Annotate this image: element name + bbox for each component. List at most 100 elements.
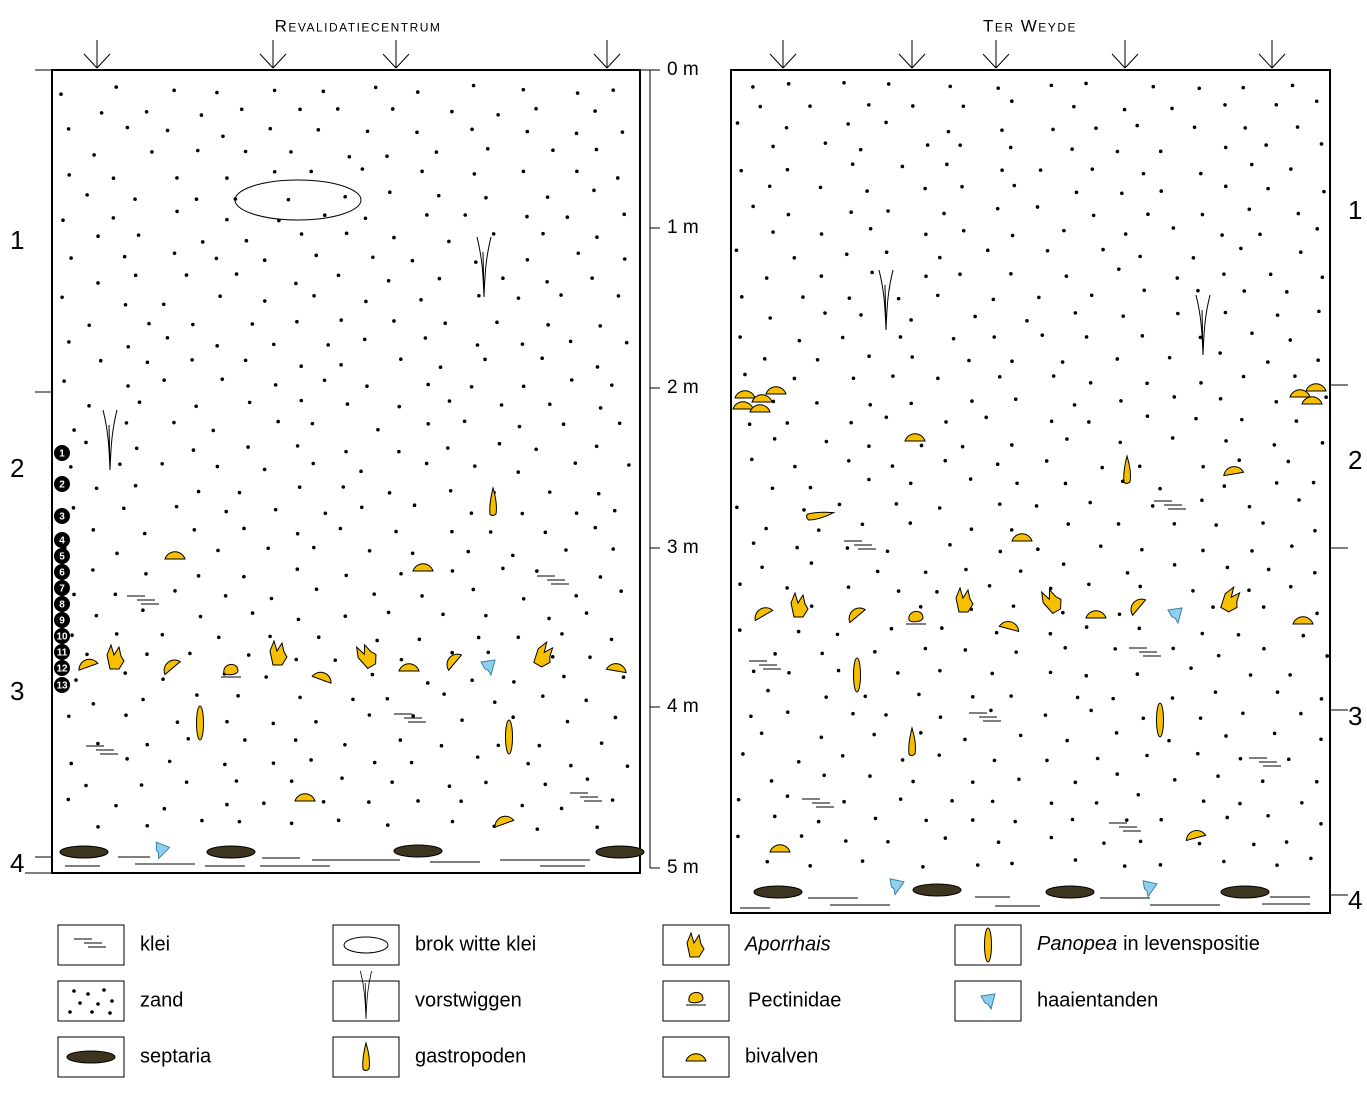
sand-dot bbox=[1320, 697, 1324, 701]
sand-dot bbox=[1070, 147, 1074, 151]
sand-dot bbox=[569, 764, 573, 768]
sand-dot bbox=[522, 597, 526, 601]
sand-dot bbox=[560, 632, 564, 636]
sand-dot bbox=[234, 197, 238, 201]
sand-dot bbox=[192, 448, 196, 452]
sand-dot bbox=[339, 527, 343, 531]
aporrhais bbox=[531, 640, 558, 669]
sand-dot bbox=[84, 784, 88, 788]
sand-dot bbox=[887, 82, 891, 86]
sand-dot bbox=[1123, 864, 1127, 868]
sand-dot bbox=[998, 502, 1002, 506]
sand-dot bbox=[476, 343, 480, 347]
sand-dot bbox=[1011, 234, 1015, 238]
sand-dot bbox=[1266, 360, 1270, 364]
sand-dot bbox=[511, 554, 515, 558]
sand-dot bbox=[493, 700, 497, 704]
sand-dot bbox=[426, 681, 430, 685]
clay-lens bbox=[802, 799, 834, 807]
sand-dot bbox=[849, 421, 853, 425]
sand-dot bbox=[1315, 227, 1319, 231]
legend-label: klei bbox=[140, 933, 170, 955]
sand-dot bbox=[787, 671, 791, 675]
sand-dot bbox=[1243, 126, 1247, 130]
sand-dot bbox=[749, 714, 753, 718]
sand-dot bbox=[599, 406, 603, 410]
section-right: Ter Weyde 1234 bbox=[731, 16, 1362, 914]
shark-tooth bbox=[1139, 879, 1157, 898]
sand-dot bbox=[909, 318, 913, 322]
sand-dot bbox=[820, 652, 824, 656]
sand-dot bbox=[1168, 356, 1172, 360]
sand-dot bbox=[1115, 731, 1119, 735]
sand-dot bbox=[387, 279, 391, 283]
sand-dot bbox=[842, 81, 846, 85]
sand-dot bbox=[451, 820, 455, 824]
sand-dot bbox=[1009, 694, 1013, 698]
sand-dot bbox=[534, 107, 538, 111]
sand-dot bbox=[376, 428, 380, 432]
sand-dot bbox=[1170, 107, 1174, 111]
sand-dot bbox=[824, 141, 828, 145]
bivalve bbox=[1223, 465, 1244, 476]
legend-label: brok witte klei bbox=[415, 933, 536, 955]
sand-dot bbox=[126, 384, 130, 388]
sand-dot bbox=[836, 633, 840, 637]
sand-dot bbox=[793, 377, 797, 381]
sand-dot bbox=[574, 461, 578, 465]
bivalve bbox=[1306, 384, 1326, 391]
sand-dot bbox=[173, 589, 177, 593]
sand-dot bbox=[271, 722, 275, 726]
sand-dot bbox=[1087, 582, 1091, 586]
sand-dot bbox=[596, 365, 600, 369]
sand-dot bbox=[326, 343, 330, 347]
sand-dot bbox=[820, 274, 824, 278]
sand-dot bbox=[217, 636, 221, 640]
sand-dot bbox=[1211, 605, 1215, 609]
sand-dot bbox=[1017, 777, 1021, 781]
sand-dot bbox=[996, 86, 1000, 90]
sand-dot bbox=[124, 303, 128, 307]
sand-dot bbox=[837, 669, 841, 673]
sand-dot bbox=[1288, 338, 1292, 342]
sand-dot bbox=[245, 239, 249, 243]
sand-dot bbox=[1261, 521, 1265, 525]
sand-dot bbox=[937, 753, 941, 757]
clay-lens bbox=[537, 576, 569, 584]
sand-dot bbox=[112, 216, 116, 220]
sand-dot bbox=[133, 197, 137, 201]
sand-dot bbox=[1173, 522, 1177, 526]
sand-dot bbox=[166, 336, 170, 340]
sand-dot bbox=[114, 85, 118, 89]
sand-dot bbox=[1045, 459, 1049, 463]
bivalve bbox=[1086, 611, 1106, 618]
sand-dot bbox=[196, 149, 200, 153]
sand-dot bbox=[545, 280, 549, 284]
sand-dot bbox=[547, 617, 551, 621]
sand-dot bbox=[500, 403, 504, 407]
sand-dot bbox=[470, 678, 474, 682]
sand-dot bbox=[220, 377, 224, 381]
panopea bbox=[854, 658, 861, 692]
sand-dot bbox=[1063, 646, 1067, 650]
sand-dot bbox=[140, 783, 144, 787]
sand-dot bbox=[399, 738, 403, 742]
sand-dot bbox=[948, 543, 952, 547]
sand-dot bbox=[448, 399, 452, 403]
sand-dot bbox=[1071, 818, 1075, 822]
sand-dot bbox=[1299, 250, 1303, 254]
sand-dot bbox=[317, 128, 321, 132]
sand-dot bbox=[1145, 754, 1149, 758]
sand-dot bbox=[345, 232, 349, 236]
sand-dot bbox=[1073, 781, 1077, 785]
sand-dot bbox=[897, 297, 901, 301]
sand-dot bbox=[195, 693, 199, 697]
sand-dot bbox=[1239, 247, 1243, 251]
sand-dot bbox=[841, 754, 845, 758]
sand-dot bbox=[1151, 504, 1155, 508]
sample-number: 1 bbox=[59, 449, 65, 460]
sampling-arrow bbox=[1259, 40, 1285, 68]
sand-dot bbox=[272, 761, 276, 765]
sand-dot bbox=[989, 709, 993, 713]
sand-dot bbox=[238, 491, 242, 495]
